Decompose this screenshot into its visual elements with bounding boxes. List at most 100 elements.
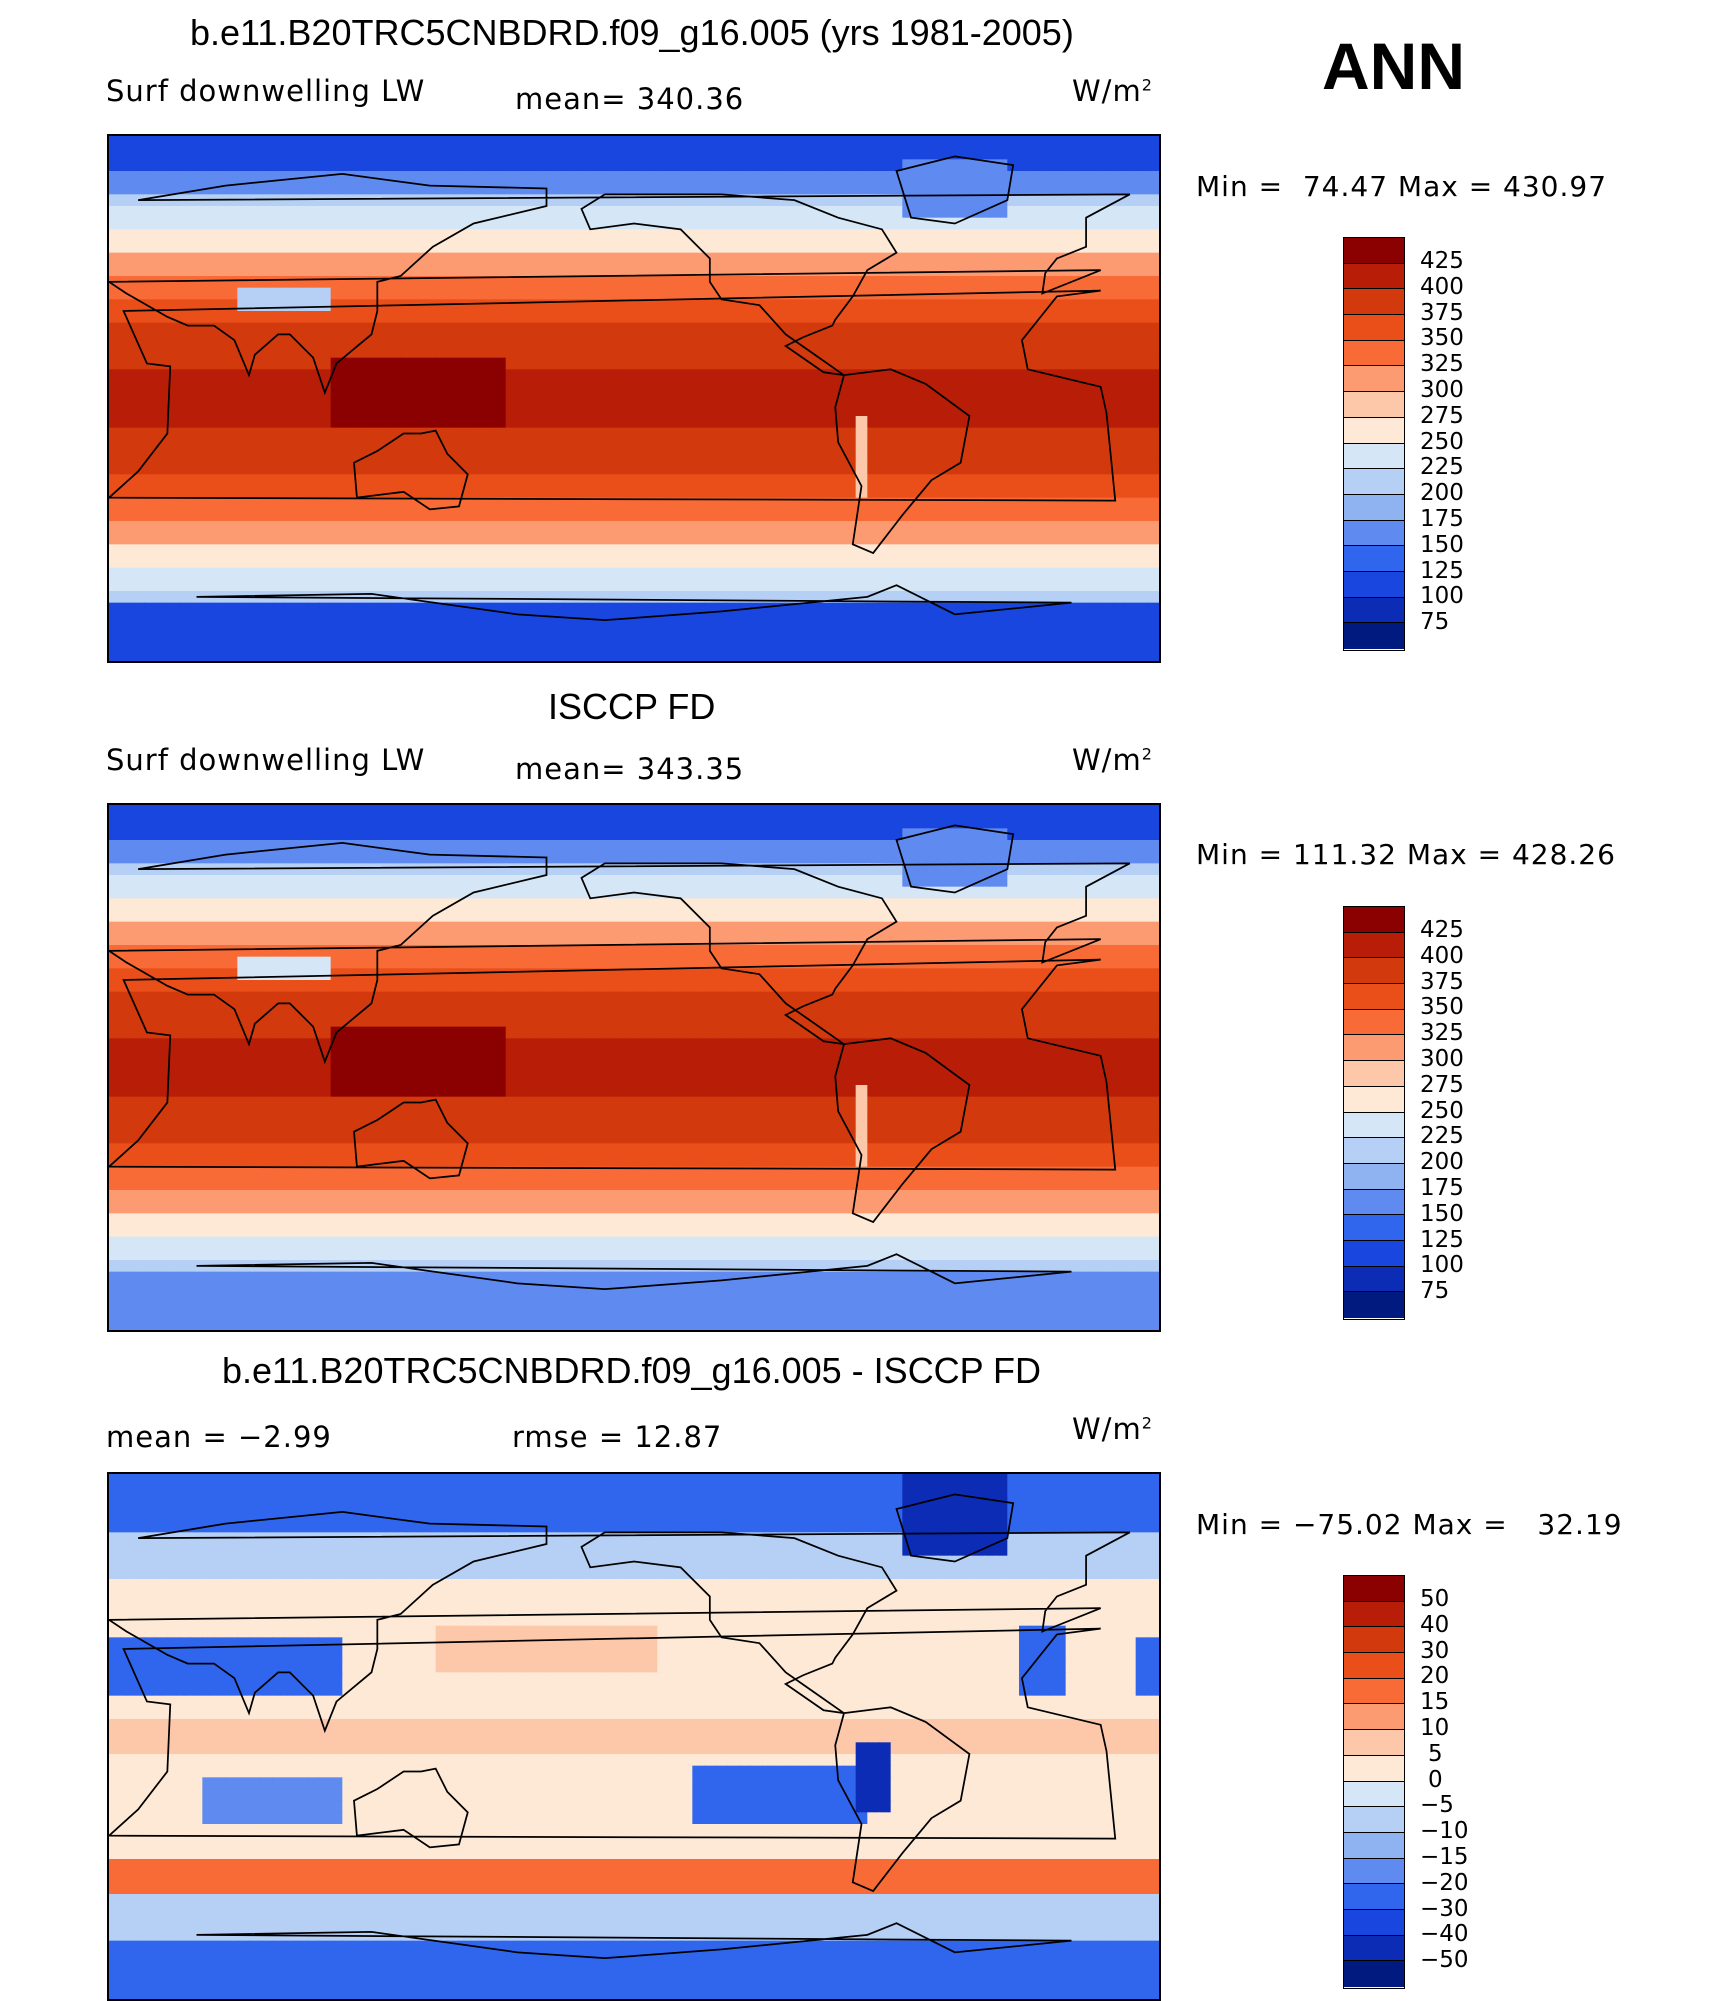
map-cell — [354, 241, 367, 254]
map-cell — [1089, 521, 1102, 534]
map-cell — [237, 498, 250, 511]
map-cell — [261, 579, 274, 592]
map-cell — [319, 649, 332, 661]
map-cell — [156, 346, 169, 359]
map-cell — [576, 486, 589, 499]
map-cell — [692, 521, 705, 534]
map-cell — [272, 171, 285, 184]
map-cell — [517, 887, 530, 900]
map-cell — [202, 840, 215, 853]
map-cell — [622, 828, 635, 841]
map-cell — [1101, 311, 1114, 324]
map-cell — [1147, 509, 1159, 522]
map-cell — [401, 544, 414, 557]
map-cell — [1019, 509, 1032, 522]
map-cell — [494, 521, 507, 534]
map-cell — [867, 579, 880, 592]
map-cell — [1031, 183, 1044, 196]
map-cell — [366, 852, 379, 865]
map-cell — [1147, 136, 1159, 149]
map-cell — [459, 451, 472, 464]
map-cell — [377, 544, 390, 557]
map-cell — [774, 276, 787, 289]
map-cell — [646, 171, 659, 184]
map-cell — [436, 393, 449, 406]
map-cell — [611, 840, 624, 853]
map-cell — [342, 474, 355, 487]
map-cell — [646, 183, 659, 196]
map-cell — [996, 334, 1009, 347]
map-cell — [949, 451, 962, 464]
map-cell — [296, 299, 309, 312]
map-cell — [424, 381, 437, 394]
map-cell — [459, 369, 472, 382]
map-cell — [587, 439, 600, 452]
map-cell — [622, 206, 635, 219]
map-cell — [611, 603, 624, 616]
map-cell — [984, 334, 997, 347]
map-cell — [529, 346, 542, 359]
map-cell — [809, 579, 822, 592]
map-cell — [1054, 579, 1067, 592]
map-cell — [412, 474, 425, 487]
map-cell — [249, 288, 262, 301]
map-cell — [1019, 229, 1032, 242]
map-cell — [669, 253, 682, 266]
map-cell — [692, 276, 705, 289]
map-cell — [1077, 463, 1090, 476]
map-cell — [1089, 649, 1102, 661]
map-cell — [984, 614, 997, 627]
map-cell — [447, 136, 460, 149]
map-cell — [914, 638, 927, 651]
map-cell — [202, 521, 215, 534]
map-cell — [1007, 241, 1020, 254]
map-cell — [471, 241, 484, 254]
map-cell — [1124, 451, 1137, 464]
map-cell — [972, 463, 985, 476]
map-cell — [377, 875, 390, 888]
map-cell — [611, 206, 624, 219]
map-cell — [179, 288, 192, 301]
map-cell — [214, 474, 227, 487]
map-cell — [681, 544, 694, 557]
map-cell — [342, 381, 355, 394]
map-cell — [389, 253, 402, 266]
map-cell — [856, 311, 869, 324]
map-cell — [949, 875, 962, 888]
map-cell — [319, 194, 332, 207]
map-cell — [424, 533, 437, 546]
map-cell — [681, 369, 694, 382]
map-cell — [167, 910, 180, 923]
map-cell — [494, 486, 507, 499]
map-cell — [716, 521, 729, 534]
map-cell — [249, 805, 262, 818]
map-cell — [972, 428, 985, 441]
map-cell — [576, 579, 589, 592]
map-cell — [599, 910, 612, 923]
map-cell — [249, 887, 262, 900]
map-cell — [447, 218, 460, 231]
map-cell — [167, 171, 180, 184]
map-cell — [599, 136, 612, 149]
map-cell — [716, 887, 729, 900]
map-cell — [867, 533, 880, 546]
map-cell — [191, 828, 204, 841]
map-cell — [786, 288, 799, 301]
map-cell — [401, 346, 414, 359]
map-cell — [914, 474, 927, 487]
map-cell — [331, 416, 344, 429]
map-cell — [1101, 603, 1114, 616]
map-cell — [1031, 638, 1044, 651]
map-cell — [984, 579, 997, 592]
map-cell — [167, 451, 180, 464]
map-cell — [564, 614, 577, 627]
map-cell — [774, 817, 787, 830]
map-cell — [541, 805, 554, 818]
map-cell — [1101, 591, 1114, 604]
map-cell — [237, 805, 250, 818]
map-cell — [657, 451, 670, 464]
map-cell — [984, 148, 997, 161]
map-cell — [424, 568, 437, 581]
map-cell — [599, 486, 612, 499]
map-cell — [331, 556, 344, 569]
